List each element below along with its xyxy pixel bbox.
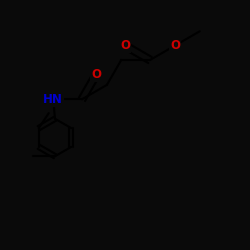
- Text: HN: HN: [43, 93, 63, 106]
- Text: O: O: [170, 39, 180, 52]
- Text: O: O: [91, 68, 101, 81]
- Text: O: O: [120, 39, 130, 52]
